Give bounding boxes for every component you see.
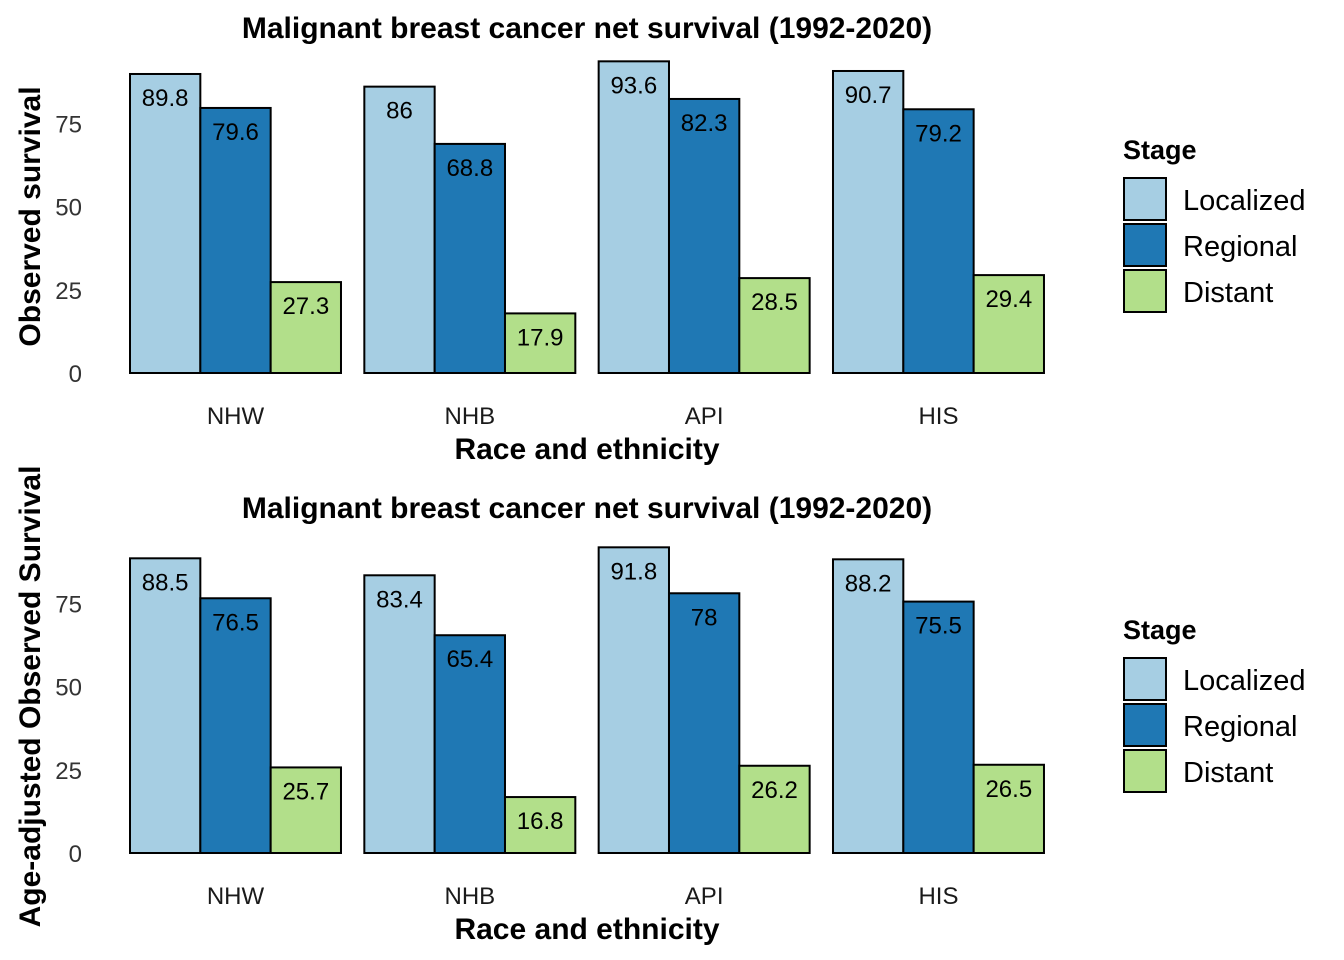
bar-localized-nhw — [129, 557, 202, 854]
bar-regional-his — [902, 600, 975, 855]
legend-label: Regional — [1183, 711, 1297, 743]
data-label: 75.5 — [915, 613, 962, 640]
x-tick-label: NHW — [207, 883, 265, 910]
legend-label: Localized — [1183, 665, 1306, 697]
data-label: 88.2 — [845, 570, 892, 597]
x-tick-label: HIS — [918, 403, 958, 430]
x-tick-label: NHW — [207, 403, 265, 430]
legend-swatch-distant — [1123, 749, 1167, 793]
bar-regional-api — [667, 592, 741, 855]
bar-regional-nhw — [199, 597, 272, 855]
data-label: 89.8 — [142, 85, 189, 112]
chart-title: Malignant breast cancer net survival (19… — [242, 12, 932, 45]
bar-distant-nhb — [503, 312, 577, 375]
bar-distant-nhw — [269, 766, 342, 854]
data-label: 16.8 — [517, 808, 564, 835]
bar-regional-nhb — [433, 634, 506, 855]
data-label: 79.6 — [212, 119, 259, 146]
y-tick-label: 75 — [55, 591, 82, 618]
legend-swatch-distant — [1123, 269, 1167, 313]
data-label: 27.3 — [282, 293, 329, 320]
x-axis-title: Race and ethnicity — [454, 433, 719, 466]
bar-regional-api — [667, 97, 741, 375]
data-label: 91.8 — [610, 558, 657, 585]
bar-distant-api — [738, 277, 811, 375]
y-tick-label: 50 — [55, 195, 82, 222]
legend-swatch-localized — [1123, 177, 1167, 221]
data-label: 78 — [691, 604, 718, 631]
legend-label: Regional — [1183, 231, 1297, 263]
data-label: 65.4 — [446, 646, 493, 673]
x-tick-label: NHB — [444, 403, 495, 430]
y-tick-label: 0 — [69, 841, 82, 868]
data-label: 17.9 — [517, 324, 564, 351]
bar-distant-his — [972, 763, 1045, 854]
legend-label: Localized — [1183, 185, 1306, 217]
bar-regional-his — [902, 108, 975, 374]
y-tick-label: 25 — [55, 758, 82, 785]
y-tick-label: 25 — [55, 278, 82, 305]
y-tick-label: 50 — [55, 675, 82, 702]
legend-label: Distant — [1183, 277, 1273, 309]
chart-title: Malignant breast cancer net survival (19… — [242, 492, 932, 525]
bar-distant-api — [738, 764, 811, 855]
bar-localized-api — [597, 60, 670, 375]
legend-swatch-localized — [1123, 657, 1167, 701]
data-label: 26.5 — [985, 776, 1032, 803]
bar-distant-nhb — [503, 796, 577, 854]
data-label: 26.2 — [751, 777, 798, 804]
data-label: 88.5 — [142, 569, 189, 596]
x-tick-label: NHB — [444, 883, 495, 910]
data-label: 29.4 — [985, 286, 1032, 313]
y-tick-label: 75 — [55, 111, 82, 138]
legend-swatch-regional — [1123, 703, 1167, 747]
data-label: 25.7 — [282, 778, 329, 805]
bar-regional-nhw — [199, 106, 272, 374]
bar-localized-nhw — [129, 72, 202, 374]
bar-regional-nhb — [433, 142, 506, 374]
data-label: 76.5 — [212, 609, 259, 636]
data-label: 79.2 — [915, 120, 962, 147]
data-label: 82.3 — [681, 110, 728, 137]
legend-label: Distant — [1183, 757, 1273, 789]
bar-localized-nhb — [363, 574, 436, 854]
x-tick-label: API — [685, 883, 724, 910]
data-label: 68.8 — [446, 155, 493, 182]
data-label: 93.6 — [610, 72, 657, 99]
legend-swatch-regional — [1123, 223, 1167, 267]
y-tick-label: 0 — [69, 361, 82, 388]
bar-distant-nhw — [269, 281, 342, 374]
bar-distant-his — [972, 274, 1045, 374]
x-tick-label: HIS — [918, 883, 958, 910]
data-label: 28.5 — [751, 289, 798, 316]
x-axis-title: Race and ethnicity — [454, 913, 719, 946]
x-tick-label: API — [685, 403, 724, 430]
y-axis-title: Observed survival — [14, 86, 47, 346]
legend-title: Stage — [1123, 135, 1197, 165]
data-label: 83.4 — [376, 586, 423, 613]
data-label: 86 — [386, 98, 413, 125]
bar-localized-nhb — [363, 85, 436, 374]
data-label: 90.7 — [845, 82, 892, 109]
bar-localized-api — [597, 546, 670, 855]
bar-localized-his — [831, 558, 905, 854]
y-axis-title: Age-adjusted Observed Survival — [14, 466, 47, 928]
bar-localized-his — [831, 69, 905, 374]
legend-title: Stage — [1123, 615, 1197, 645]
